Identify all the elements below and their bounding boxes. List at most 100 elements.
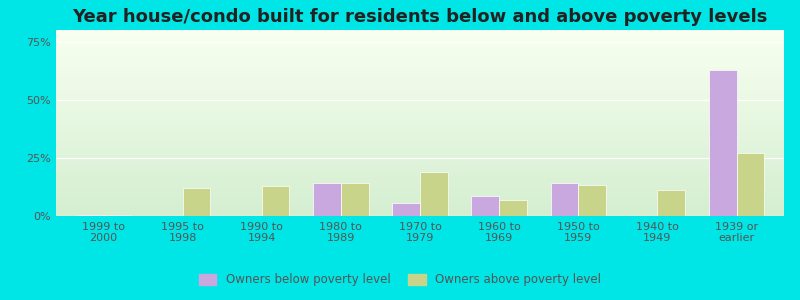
Bar bbox=[56, 82, 784, 84]
Bar bbox=[56, 162, 784, 164]
Bar bbox=[56, 186, 784, 188]
Bar bbox=[56, 101, 784, 103]
Bar bbox=[76, 215, 103, 216]
Bar bbox=[56, 184, 784, 186]
Bar bbox=[56, 151, 784, 153]
Bar bbox=[56, 36, 784, 38]
Legend: Owners below poverty level, Owners above poverty level: Owners below poverty level, Owners above… bbox=[194, 269, 606, 291]
Bar bbox=[56, 97, 784, 99]
Bar bbox=[56, 41, 784, 43]
Bar bbox=[56, 38, 784, 39]
Bar bbox=[56, 182, 784, 184]
Bar bbox=[56, 116, 784, 117]
Bar bbox=[56, 207, 784, 208]
Bar bbox=[56, 212, 784, 214]
Bar bbox=[56, 192, 784, 194]
Bar bbox=[56, 104, 784, 106]
Bar bbox=[56, 76, 784, 78]
Bar bbox=[56, 119, 784, 121]
Bar bbox=[56, 190, 784, 192]
Bar bbox=[56, 142, 784, 143]
Bar bbox=[56, 64, 784, 65]
Bar bbox=[56, 127, 784, 129]
Bar bbox=[56, 56, 784, 58]
Bar bbox=[737, 153, 764, 216]
Bar bbox=[56, 95, 784, 97]
Bar bbox=[56, 73, 784, 75]
Bar bbox=[313, 183, 341, 216]
Bar bbox=[56, 78, 784, 80]
Bar bbox=[56, 196, 784, 197]
Bar bbox=[56, 58, 784, 60]
Bar bbox=[56, 47, 784, 49]
Bar bbox=[420, 172, 448, 216]
Bar bbox=[56, 123, 784, 125]
Bar bbox=[56, 69, 784, 71]
Bar bbox=[56, 65, 784, 67]
Bar bbox=[56, 208, 784, 210]
Bar bbox=[499, 200, 527, 216]
Bar bbox=[56, 89, 784, 92]
Bar bbox=[56, 181, 784, 182]
Bar bbox=[471, 196, 499, 216]
Bar bbox=[56, 199, 784, 201]
Bar bbox=[56, 132, 784, 134]
Bar bbox=[56, 179, 784, 181]
Bar bbox=[658, 190, 685, 216]
Bar bbox=[709, 70, 737, 216]
Bar bbox=[56, 75, 784, 76]
Bar bbox=[56, 173, 784, 175]
Bar bbox=[56, 39, 784, 41]
Bar bbox=[578, 184, 606, 216]
Bar bbox=[56, 194, 784, 196]
Bar bbox=[56, 106, 784, 108]
Bar bbox=[262, 186, 290, 216]
Bar bbox=[56, 49, 784, 50]
Bar bbox=[56, 160, 784, 162]
Bar bbox=[56, 149, 784, 151]
Bar bbox=[56, 34, 784, 36]
Bar bbox=[56, 121, 784, 123]
Bar bbox=[56, 93, 784, 95]
Bar bbox=[56, 197, 784, 199]
Bar bbox=[550, 183, 578, 216]
Bar bbox=[56, 45, 784, 47]
Bar bbox=[56, 153, 784, 154]
Bar bbox=[341, 183, 369, 216]
Bar bbox=[56, 136, 784, 138]
Bar bbox=[56, 168, 784, 169]
Bar bbox=[56, 171, 784, 173]
Bar bbox=[56, 125, 784, 127]
Bar bbox=[56, 157, 784, 158]
Bar bbox=[56, 52, 784, 54]
Bar bbox=[56, 188, 784, 190]
Bar bbox=[56, 92, 784, 93]
Bar bbox=[56, 145, 784, 147]
Bar bbox=[56, 99, 784, 101]
Bar bbox=[56, 80, 784, 82]
Bar bbox=[56, 60, 784, 61]
Bar bbox=[56, 114, 784, 116]
Bar bbox=[56, 110, 784, 112]
Bar bbox=[56, 147, 784, 149]
Bar bbox=[56, 175, 784, 177]
Bar bbox=[56, 30, 784, 32]
Bar bbox=[56, 205, 784, 207]
Bar bbox=[56, 67, 784, 69]
Bar bbox=[56, 61, 784, 64]
Bar bbox=[103, 215, 131, 216]
Bar bbox=[56, 166, 784, 168]
Bar bbox=[56, 112, 784, 114]
Bar bbox=[56, 214, 784, 216]
Bar bbox=[56, 50, 784, 52]
Bar bbox=[56, 140, 784, 142]
Bar bbox=[56, 84, 784, 86]
Title: Year house/condo built for residents below and above poverty levels: Year house/condo built for residents bel… bbox=[72, 8, 768, 26]
Bar bbox=[56, 138, 784, 140]
Bar bbox=[56, 134, 784, 136]
Bar bbox=[56, 177, 784, 179]
Bar bbox=[56, 86, 784, 88]
Bar bbox=[56, 117, 784, 119]
Bar bbox=[182, 188, 210, 216]
Bar bbox=[56, 203, 784, 205]
